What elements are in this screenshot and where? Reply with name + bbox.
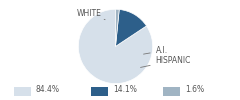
Text: A.I.: A.I. (144, 46, 168, 55)
FancyBboxPatch shape (91, 87, 108, 96)
FancyBboxPatch shape (14, 87, 31, 96)
Wedge shape (115, 10, 146, 46)
Text: 14.1%: 14.1% (113, 86, 137, 94)
FancyBboxPatch shape (163, 87, 180, 96)
Text: WHITE: WHITE (77, 9, 105, 20)
Wedge shape (78, 9, 153, 84)
Text: 84.4%: 84.4% (36, 86, 60, 94)
Text: HISPANIC: HISPANIC (141, 56, 191, 67)
Text: 1.6%: 1.6% (185, 86, 204, 94)
Wedge shape (115, 9, 119, 46)
